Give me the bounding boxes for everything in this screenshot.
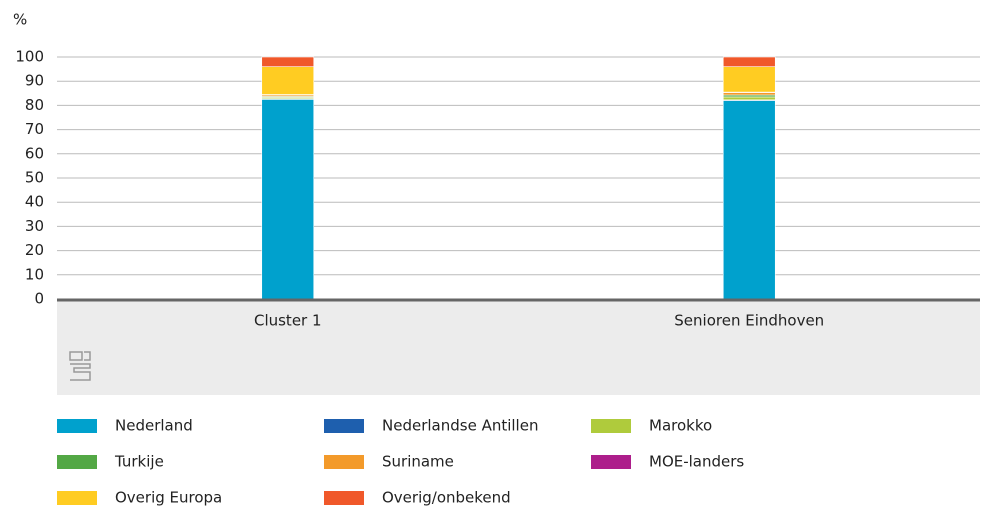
bar-segment [261, 56, 315, 67]
x-tick-label: Senioren Eindhoven [674, 312, 824, 330]
legend-label: Suriname [382, 453, 454, 471]
y-tick-label: 40 [25, 193, 44, 211]
legend-swatch [57, 419, 97, 433]
bar-segment [261, 99, 315, 300]
y-tick-label: 20 [25, 241, 44, 259]
legend-swatch [591, 419, 631, 433]
y-tick-label: 100 [15, 48, 44, 66]
bar-segment [722, 100, 776, 300]
y-tick-label: 80 [25, 96, 44, 114]
logo [69, 351, 91, 381]
y-tick-label: 10 [25, 265, 44, 283]
bar-segment [722, 96, 776, 101]
legend-swatch [591, 455, 631, 469]
legend-label: Overig Europa [115, 489, 222, 507]
y-unit-label: % [13, 11, 27, 29]
bar-segment [722, 56, 776, 67]
category-band [57, 300, 980, 395]
y-tick-label: 70 [25, 120, 44, 138]
x-tick-label: Cluster 1 [254, 312, 322, 330]
y-tick-label: 50 [25, 169, 44, 187]
legend-swatch [324, 455, 364, 469]
legend-label: Turkije [114, 453, 164, 471]
legend-label: Marokko [649, 417, 712, 435]
y-tick-label: 90 [25, 72, 44, 90]
bar-segment [261, 66, 315, 95]
legend-label: Nederland [115, 417, 193, 435]
legend-label: MOE-landers [649, 453, 744, 471]
bar-segment [722, 66, 776, 93]
legend-swatch [57, 455, 97, 469]
legend-swatch [57, 491, 97, 505]
legend-swatch [324, 419, 364, 433]
legend-label: Overig/onbekend [382, 489, 511, 507]
bar-segment [722, 92, 776, 96]
y-tick-label: 60 [25, 144, 44, 162]
legend-swatch [324, 491, 364, 505]
y-tick-label: 0 [34, 290, 44, 308]
y-tick-label: 30 [25, 217, 44, 235]
legend-label: Nederlandse Antillen [382, 417, 538, 435]
